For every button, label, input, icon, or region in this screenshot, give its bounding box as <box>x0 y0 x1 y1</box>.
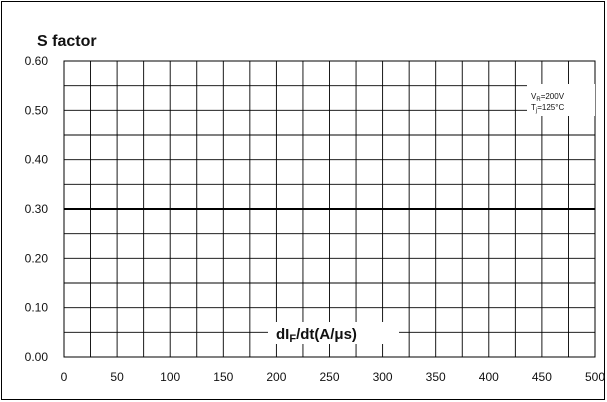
x-tick-label: 450 <box>532 370 552 384</box>
condition-tj: Tj=125°C <box>531 103 564 114</box>
x-tick-label: 400 <box>479 370 499 384</box>
x-tick-label: 200 <box>266 370 286 384</box>
x-tick-label: 150 <box>213 370 233 384</box>
chart-title: S factor <box>37 33 97 50</box>
x-tick-label: 300 <box>373 370 393 384</box>
y-tick-labels: 0.00 0.10 0.20 0.30 0.40 0.50 0.60 <box>25 54 49 364</box>
y-tick-label: 0.00 <box>25 350 49 364</box>
x-tick-labels: 0 50 100 150 200 250 300 350 400 450 500 <box>61 370 606 384</box>
y-tick-label: 0.40 <box>25 153 49 167</box>
x-tick-label: 50 <box>110 370 124 384</box>
y-tick-label: 0.10 <box>25 301 49 315</box>
x-tick-label: 500 <box>585 370 605 384</box>
y-tick-label: 0.50 <box>25 103 49 117</box>
y-tick-label: 0.30 <box>25 202 49 216</box>
condition-vr: VR=200V <box>531 92 565 103</box>
conditions-legend-box <box>527 84 595 116</box>
x-tick-label: 100 <box>160 370 180 384</box>
x-axis-label: dIF/dt(A/μs) <box>276 326 357 345</box>
x-tick-label: 0 <box>61 370 68 384</box>
x-tick-label: 350 <box>426 370 446 384</box>
x-axis-label-box <box>268 322 399 344</box>
y-tick-label: 0.20 <box>25 251 49 265</box>
x-tick-label: 250 <box>319 370 339 384</box>
y-tick-label: 0.60 <box>25 54 49 68</box>
